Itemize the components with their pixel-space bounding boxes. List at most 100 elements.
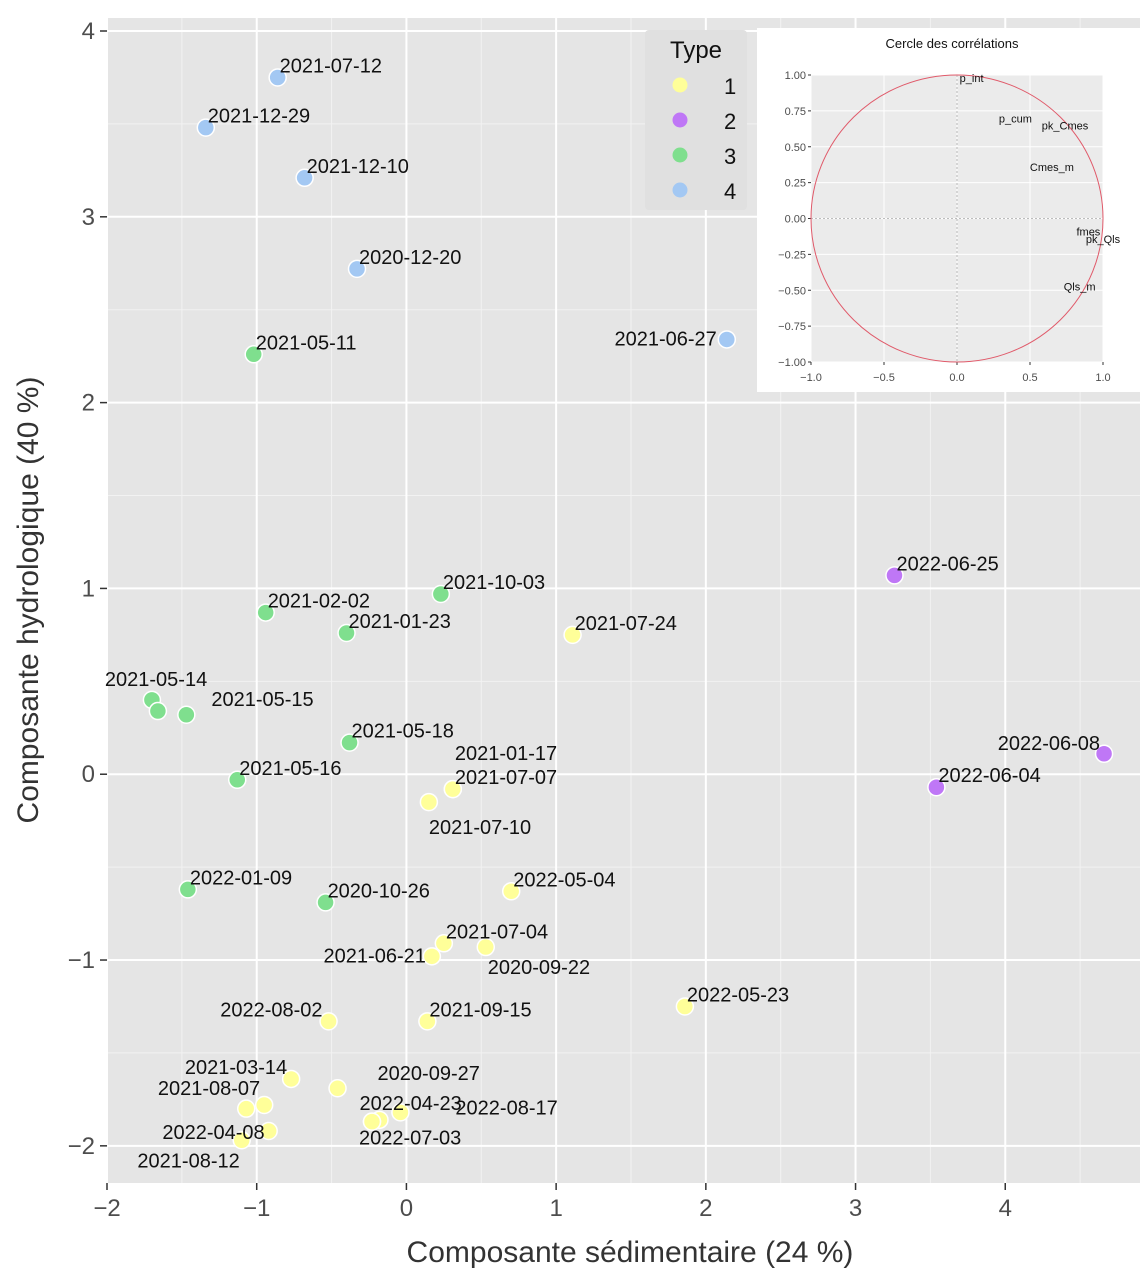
legend-key	[672, 112, 688, 128]
legend-key	[672, 147, 688, 163]
point-label: 2021-07-07	[455, 767, 557, 789]
legend: Type 1 2 3 4	[645, 30, 747, 210]
inset-y-tick-label: 0.00	[785, 214, 806, 226]
point-label: 2021-05-16	[239, 758, 341, 780]
inset-y-tick-label: 0.75	[785, 106, 806, 118]
data-point	[177, 705, 196, 725]
data-point	[347, 259, 367, 279]
y-tick-label: −1	[68, 947, 95, 974]
inset-variable-label: Qls_m	[1064, 281, 1096, 293]
y-tick-label: 1	[82, 575, 95, 602]
inset-y-tick-label: 1.00	[785, 70, 806, 82]
data-point	[319, 1012, 338, 1031]
data-point	[501, 882, 521, 901]
inset-x-tick-label: 1.0	[1095, 372, 1110, 384]
data-point	[232, 1131, 251, 1150]
data-point	[885, 566, 904, 585]
point-label: 2021-01-23	[349, 611, 451, 633]
point-label: 2022-06-25	[896, 553, 998, 575]
inset-y-tick-label: 0.50	[785, 142, 806, 154]
data-point	[563, 625, 582, 645]
point-label: 2020-09-22	[488, 957, 590, 979]
data-point	[362, 1112, 382, 1131]
legend-label: 3	[724, 144, 736, 169]
inset-variable-label: Cmes_m	[1030, 162, 1074, 174]
data-points	[142, 68, 1114, 1150]
point-label: 2020-12-20	[359, 247, 461, 269]
axes: −2 −1 0 1 2 3 4 −2 −1 0 1 2 3 4	[68, 18, 1012, 1222]
data-point	[254, 1095, 274, 1115]
data-point	[675, 997, 695, 1016]
point-label: 2022-05-23	[687, 984, 789, 1006]
point-label: 2021-07-04	[446, 921, 548, 943]
data-point	[328, 1078, 347, 1098]
inset-x-tick-label: 0.5	[1022, 372, 1037, 384]
inset-y-tick-label: −1.00	[778, 357, 806, 369]
x-axis-title: Composante sédimentaire (24 %)	[407, 1236, 854, 1268]
point-label: 2022-06-08	[998, 733, 1100, 755]
data-point	[316, 893, 335, 912]
data-point	[443, 779, 463, 799]
inset-y-tick-label: 0.25	[785, 178, 806, 190]
point-label: 2021-12-10	[307, 156, 409, 178]
data-point	[434, 934, 454, 953]
point-labels: 2021-07-12 2021-12-29 2021-12-10 2020-12-20…	[105, 55, 1100, 1172]
x-tick-label: −2	[93, 1195, 120, 1222]
point-label: 2021-06-21	[324, 945, 426, 967]
data-point	[431, 584, 451, 604]
data-point	[295, 168, 314, 188]
x-tick-label: 0	[400, 1195, 413, 1222]
x-tick-label: 3	[849, 1195, 862, 1222]
legend-entries: 1 2 3 4	[672, 74, 736, 204]
x-tick-label: 2	[699, 1195, 712, 1222]
legend-label: 2	[724, 109, 736, 134]
point-label: 2021-08-12	[137, 1150, 239, 1172]
inset-y-tick-label: −0.75	[778, 321, 806, 333]
y-tick-label: 2	[82, 390, 95, 417]
data-point	[236, 1099, 256, 1118]
data-point	[178, 880, 198, 899]
correlation-circle-inset: Cercle des corrélations −1.0 −0.5 0.0 0.5 1.…	[757, 28, 1140, 392]
point-label: 2021-05-11	[256, 332, 357, 354]
point-label: 2022-08-02	[220, 999, 322, 1021]
data-point	[418, 1012, 437, 1031]
data-point	[340, 733, 359, 752]
data-point	[196, 118, 216, 137]
inset-title: Cercle des corrélations	[886, 36, 1019, 51]
point-label: 2021-10-03	[443, 572, 545, 594]
inset-y-tick-label: −0.50	[778, 285, 806, 297]
data-point	[256, 603, 275, 622]
point-label: 2021-05-18	[352, 721, 454, 743]
point-label: 2022-01-09	[190, 867, 292, 889]
y-tick-label: 0	[82, 761, 95, 788]
data-point	[1094, 744, 1114, 764]
point-label: 2021-01-17	[455, 743, 557, 765]
point-label: 2021-09-15	[429, 999, 531, 1021]
data-point	[244, 345, 263, 364]
data-point	[476, 937, 496, 957]
data-point	[337, 623, 356, 643]
legend-label: 4	[724, 179, 736, 204]
point-label: 2020-10-26	[328, 880, 430, 902]
point-label: 2021-07-12	[280, 55, 382, 77]
point-label: 2021-02-02	[268, 591, 370, 613]
point-label: 2021-12-29	[208, 106, 310, 128]
inset-axes: −1.0 −0.5 0.0 0.5 1.0 1.00 0.75 0.50 0.25 0.00 −0.…	[778, 70, 1110, 384]
point-label: 2021-06-27	[614, 328, 716, 350]
data-point	[268, 68, 287, 87]
data-point	[717, 330, 737, 349]
inset-x-tick-label: −0.5	[873, 372, 895, 384]
point-label: 2021-08-07	[158, 1078, 260, 1100]
point-label: 2021-07-10	[429, 817, 531, 839]
data-point	[419, 792, 439, 812]
inset-variable-label: pk_Cmes	[1042, 121, 1089, 133]
data-point	[259, 1121, 278, 1141]
legend-box	[645, 30, 747, 210]
inset-y-tick-label: −0.25	[778, 249, 806, 261]
y-tick-label: 3	[82, 204, 95, 231]
legend-key	[672, 182, 688, 198]
x-tick-label: 4	[999, 1195, 1012, 1222]
legend-label: 1	[724, 74, 736, 99]
